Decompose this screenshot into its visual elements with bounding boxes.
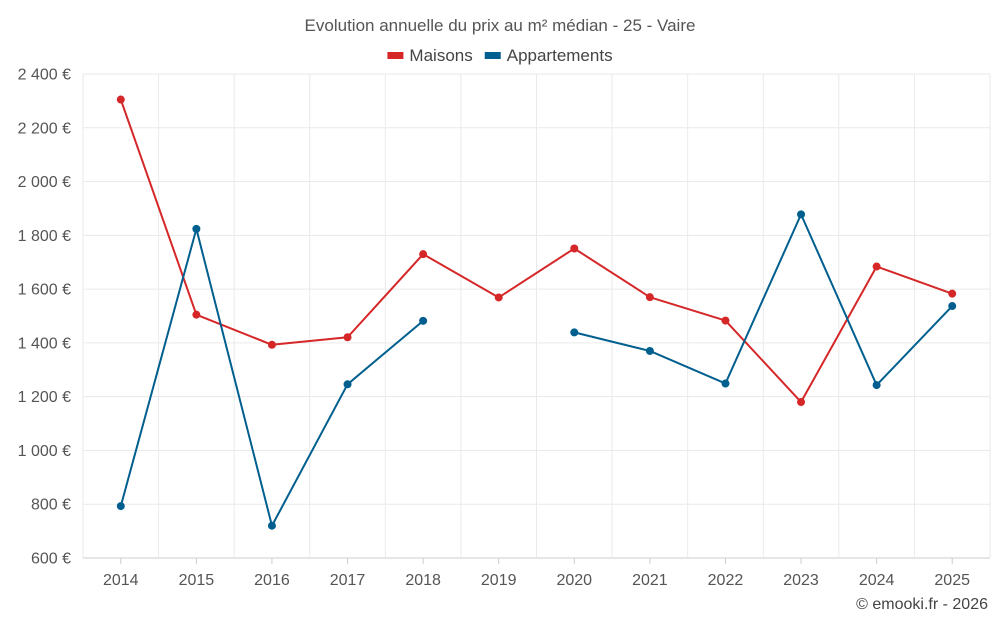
data-point-maisons[interactable] — [419, 250, 428, 259]
data-point-maisons[interactable] — [948, 289, 957, 298]
legend-label-appartements[interactable]: Appartements — [507, 46, 613, 65]
data-point-maisons[interactable] — [267, 340, 276, 349]
y-tick-label: 1 800 € — [18, 228, 71, 245]
data-point-appartements[interactable] — [192, 224, 201, 233]
x-axis: 2014 2015 2016 2017 2018 2019 2020 2021 2022 2023… — [103, 558, 970, 589]
plot-area — [116, 95, 957, 530]
legend-swatch-maisons — [387, 52, 404, 59]
x-tick-label: 2014 — [103, 572, 139, 589]
x-tick-label: 2025 — [934, 572, 970, 589]
y-tick-label: 1 400 € — [18, 335, 71, 352]
y-tick-label: 2 400 € — [18, 67, 71, 84]
y-tick-label: 1 200 € — [18, 389, 71, 406]
y-tick-label: 1 000 € — [18, 443, 71, 460]
series-line-appartements — [573, 213, 954, 387]
x-tick-label: 2023 — [783, 572, 819, 589]
y-tick-label: 800 € — [31, 497, 71, 514]
x-tick-label: 2019 — [481, 572, 517, 589]
data-point-appartements[interactable] — [267, 521, 276, 530]
x-tick-label: 2024 — [859, 572, 895, 589]
x-tick-label: 2021 — [632, 572, 668, 589]
data-point-maisons[interactable] — [570, 244, 579, 253]
data-point-maisons[interactable] — [872, 262, 881, 271]
y-tick-label: 2 200 € — [18, 120, 71, 137]
y-tick-label: 2 000 € — [18, 174, 71, 191]
y-axis: 600 € 800 € 1 000 € 1 200 € 1 400 € 1 600 € 1 … — [18, 67, 71, 568]
data-point-appartements[interactable] — [721, 379, 730, 388]
series-line-appartements — [119, 227, 425, 527]
x-tick-label: 2018 — [405, 572, 441, 589]
data-point-appartements[interactable] — [948, 302, 957, 311]
legend-swatch-appartements — [484, 52, 501, 59]
data-point-appartements[interactable] — [116, 502, 125, 511]
legend-label-maisons[interactable]: Maisons — [409, 46, 472, 65]
data-point-maisons[interactable] — [343, 333, 352, 342]
data-point-maisons[interactable] — [192, 310, 201, 319]
data-point-maisons[interactable] — [721, 316, 730, 325]
data-point-appartements[interactable] — [570, 328, 579, 337]
data-point-appartements[interactable] — [419, 316, 428, 325]
x-tick-label: 2017 — [330, 572, 366, 589]
x-tick-label: 2015 — [179, 572, 215, 589]
x-tick-label: 2016 — [254, 572, 290, 589]
chart-title: Evolution annuelle du prix au m² médian … — [305, 16, 696, 35]
data-point-maisons[interactable] — [797, 398, 806, 407]
y-tick-label: 600 € — [31, 551, 71, 568]
x-tick-label: 2020 — [556, 572, 592, 589]
data-point-appartements[interactable] — [343, 380, 352, 389]
series-line-maisons — [119, 98, 954, 404]
legend[interactable]: Maisons Appartements — [387, 46, 613, 65]
data-point-maisons[interactable] — [494, 293, 503, 302]
data-point-appartements[interactable] — [872, 381, 881, 390]
data-point-appartements[interactable] — [797, 210, 806, 219]
data-point-maisons[interactable] — [116, 95, 125, 104]
x-tick-label: 2022 — [708, 572, 744, 589]
credit-text: © emooki.fr - 2026 — [856, 596, 988, 613]
y-tick-label: 1 600 € — [18, 282, 71, 299]
data-point-appartements[interactable] — [645, 346, 654, 355]
data-point-maisons[interactable] — [645, 293, 654, 302]
grid — [82, 73, 991, 559]
